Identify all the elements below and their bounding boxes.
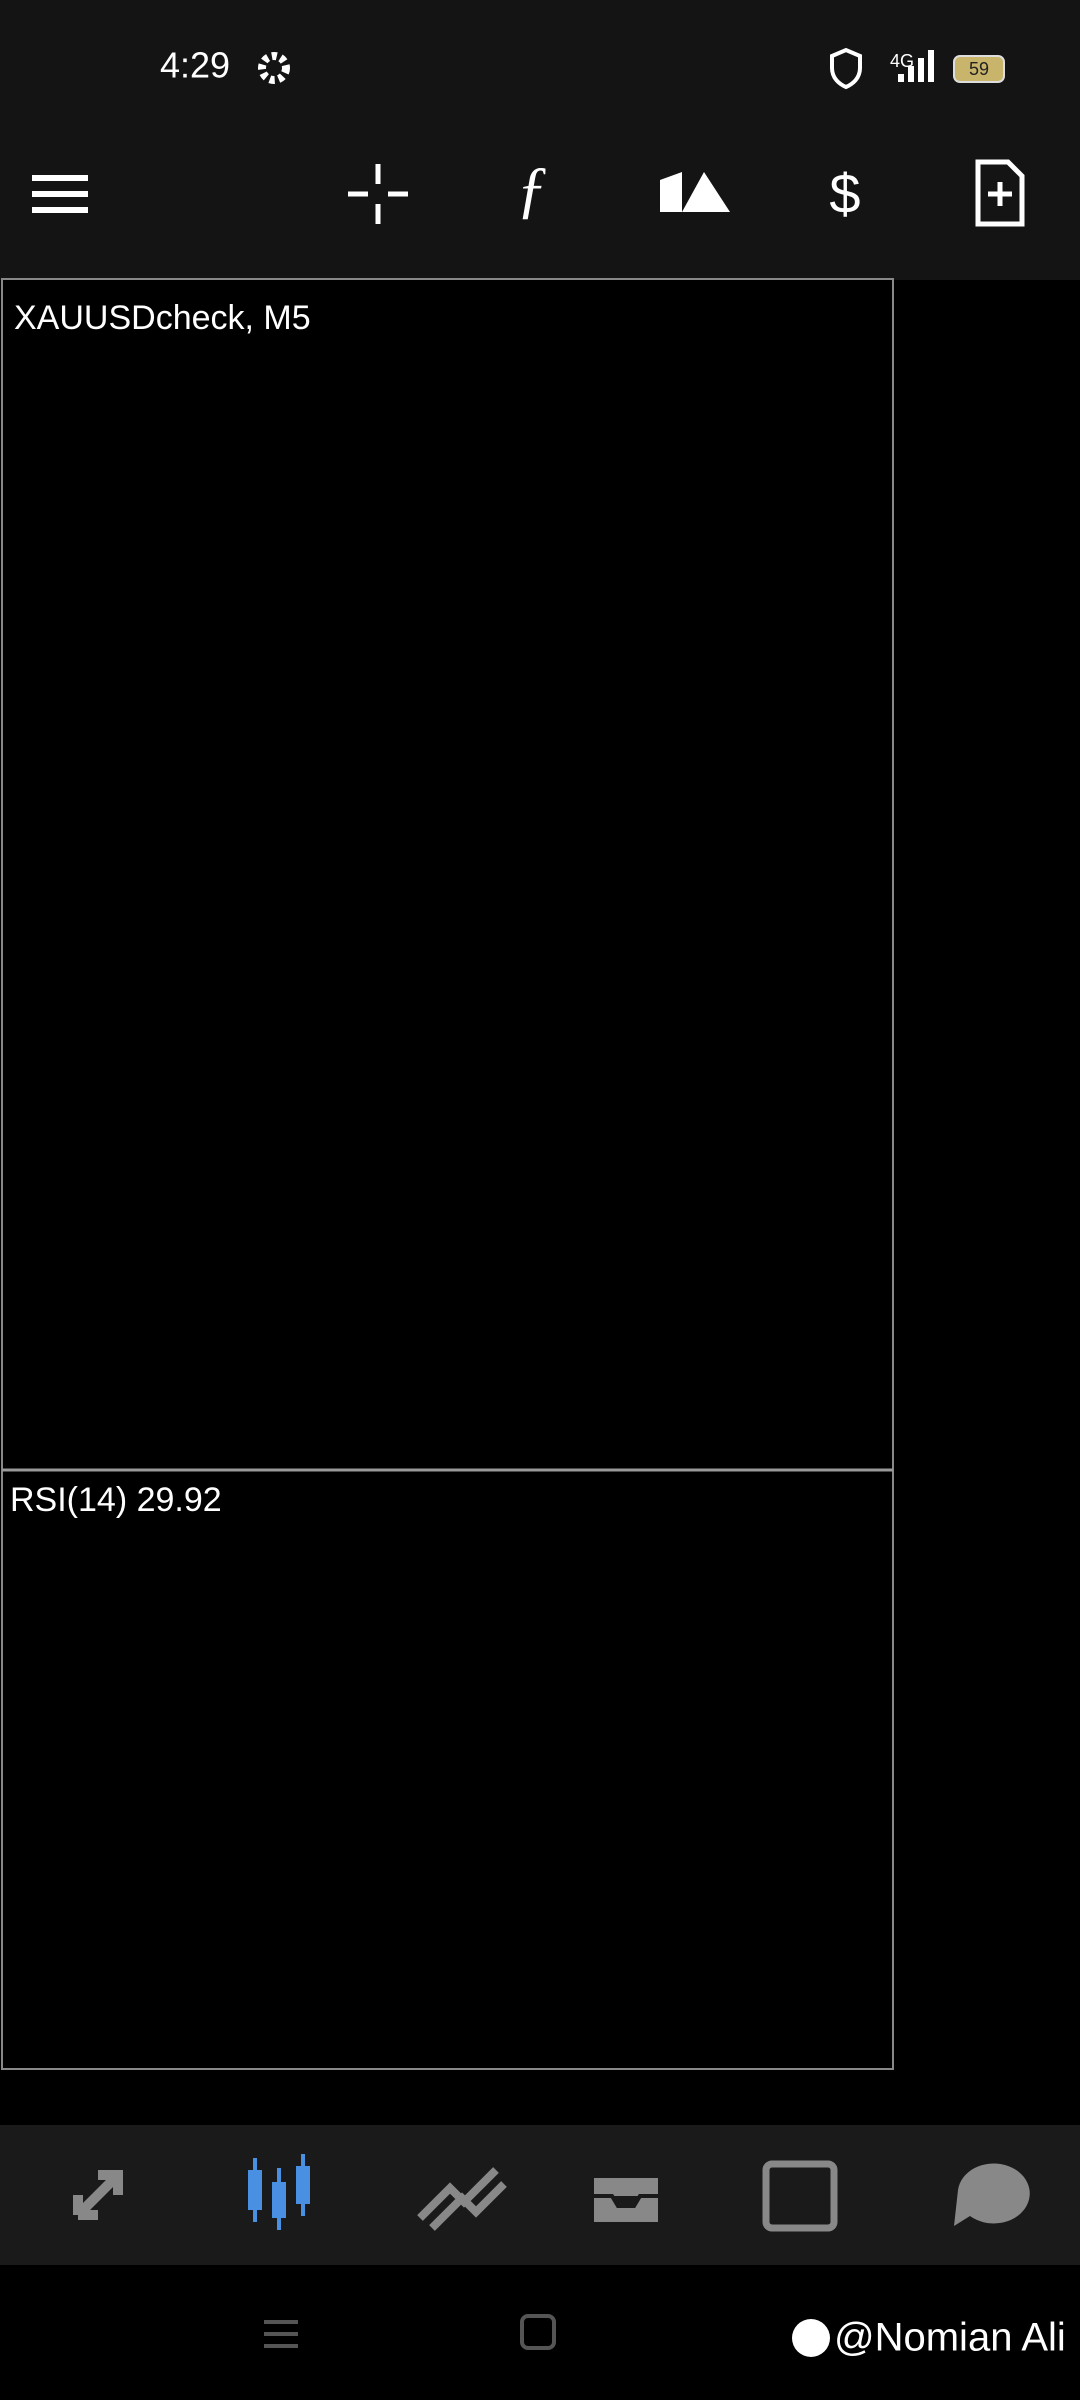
bottom-nav [0, 2125, 1080, 2265]
android-menu[interactable] [264, 2320, 298, 2348]
chart-frame [1, 278, 894, 2070]
shield-icon [830, 47, 862, 90]
menu-button[interactable] [32, 175, 88, 213]
news-tab[interactable] [762, 2160, 838, 2232]
symbol: XAUUSDcheck, M5 [14, 299, 311, 337]
watermark: @Nomian Ali [834, 2316, 1066, 2360]
rsi-value: 29.92 [137, 1481, 222, 1519]
android-home[interactable] [520, 2314, 556, 2350]
template-button[interactable] [975, 159, 1025, 227]
rsi-title-text: RSI(14) [10, 1481, 127, 1519]
network: 4G [890, 51, 914, 71]
objects-button[interactable] [660, 172, 730, 212]
top-bar [0, 0, 1080, 280]
history-tab[interactable] [590, 2174, 662, 2226]
indicators-button[interactable]: ƒ [516, 154, 548, 225]
clock: 4:29 [160, 45, 230, 86]
crosshair-button[interactable] [348, 164, 408, 224]
battery-level: 59 [969, 59, 989, 79]
rsi-title: RSI(14) 29.92 [10, 1481, 222, 1519]
signal-icon [898, 50, 934, 82]
chat-tab[interactable] [954, 2163, 1030, 2226]
facebook-icon [792, 2319, 830, 2357]
quotes-tab[interactable] [73, 2170, 123, 2220]
chart-tab[interactable] [248, 2154, 310, 2230]
trade-button[interactable]: $ [829, 162, 860, 225]
trade-tab[interactable] [417, 2167, 507, 2231]
settings-icon [258, 52, 290, 84]
plus-icon [988, 182, 1012, 206]
battery [953, 55, 1005, 83]
